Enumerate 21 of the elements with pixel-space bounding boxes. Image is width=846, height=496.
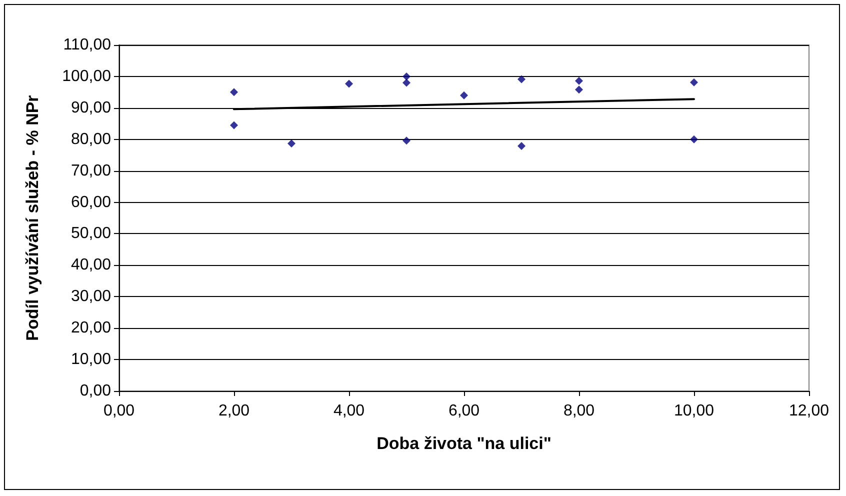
y-tick-label: 110,00 bbox=[63, 36, 112, 54]
y-tick-label: 20,00 bbox=[70, 320, 112, 337]
x-tick-label: 4,00 bbox=[333, 402, 365, 420]
y-tick-label: 90,00 bbox=[70, 99, 112, 116]
y-tick-label: 60,00 bbox=[70, 194, 112, 211]
y-tick-label: 30,00 bbox=[70, 288, 112, 306]
x-tick-label: 0,00 bbox=[103, 402, 135, 420]
x-axis-title: Doba života "na ulici" bbox=[376, 434, 552, 453]
x-tick-label: 2,00 bbox=[218, 402, 250, 420]
x-tick-label: 6,00 bbox=[448, 402, 480, 420]
y-tick-label: 10,00 bbox=[70, 351, 112, 368]
y-axis-title: Podíl využívání služeb - % NPr bbox=[23, 94, 42, 341]
y-tick-label: 70,00 bbox=[70, 162, 112, 180]
y-tick-label: 100,00 bbox=[62, 68, 112, 85]
x-tick-label: 12,00 bbox=[788, 402, 830, 420]
y-tick-label: 0,00 bbox=[80, 382, 112, 400]
y-tick-label: 80,00 bbox=[70, 130, 112, 148]
y-tick-label: 50,00 bbox=[70, 225, 112, 242]
x-tick-label: 8,00 bbox=[563, 402, 595, 420]
x-tick-label: 10,00 bbox=[674, 402, 714, 420]
y-tick-label: 40,00 bbox=[70, 256, 112, 274]
